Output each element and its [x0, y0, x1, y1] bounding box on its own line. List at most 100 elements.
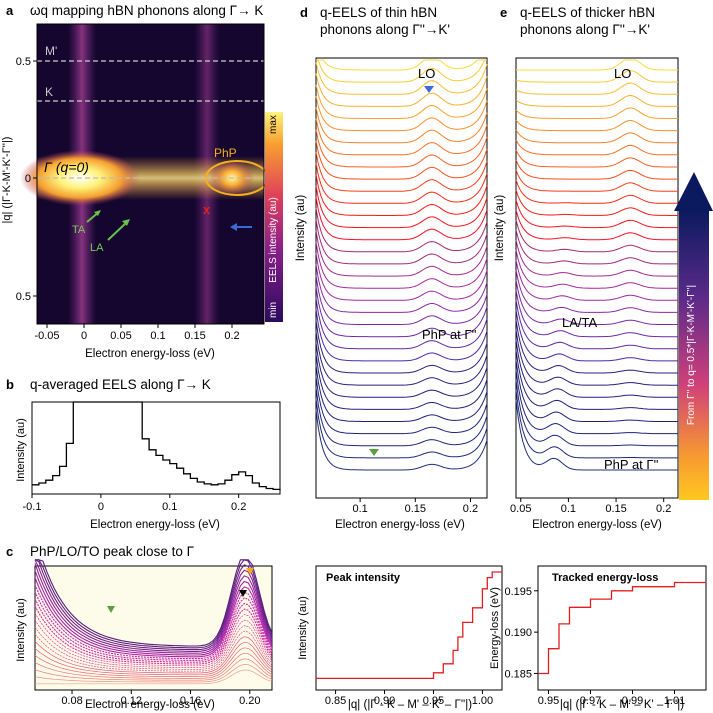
panel-a-ylabel: |q| (|Γ-K-M'-K'-Γ''|)	[1, 137, 13, 224]
panel-d-ylabel: Intensity (au)	[295, 195, 307, 262]
panel-e-title-2: phonons along Γ''→K'	[520, 22, 650, 37]
panel-c2-frame	[315, 565, 503, 691]
e-lines-line	[515, 309, 678, 362]
e-lines-line	[515, 239, 678, 277]
panel-c3-xticks: 0.95 0.97 0.99 1.01	[538, 690, 685, 707]
e-lines-line	[515, 359, 678, 422]
label-k: K	[45, 85, 53, 99]
e-xtick-label: 0.15	[605, 503, 626, 515]
e-lines-line	[515, 229, 678, 265]
c-xtick-label: 0.12	[121, 695, 142, 707]
c3-ytick-label: 0.190	[504, 627, 532, 639]
panel-d-title-2: phonons along Γ''→K'	[320, 22, 450, 37]
d-lines-line	[315, 241, 488, 289]
a-xtick-label: -0.05	[34, 330, 59, 342]
panel-b-spectrum	[32, 401, 281, 491]
panel-d-lo: LO	[418, 66, 435, 81]
panel-e-ylabel: Intensity (au)	[494, 195, 506, 262]
panel-a-title: ωq mapping hBN phonons along Γ→ K	[30, 3, 264, 18]
c3-xtick-label: 1.01	[664, 695, 685, 707]
c3-ytick-label: 0.195	[504, 586, 532, 598]
la-arrow-icon	[107, 221, 128, 241]
e-lines-line	[515, 82, 678, 95]
c3-xtick-label: 0.99	[622, 695, 643, 707]
e-lines-line	[515, 349, 678, 410]
c3-xtick-label: 0.95	[538, 695, 559, 707]
colorbar-max: max	[268, 115, 279, 134]
c2-xtick-label: 0.95	[423, 695, 444, 707]
d-lines-line	[315, 365, 488, 422]
e-lines-line	[515, 299, 678, 350]
panel-a-xlabel: Electron energy-loss (eV)	[85, 348, 215, 360]
label-la: LA	[90, 242, 104, 254]
d-lines-line	[315, 275, 488, 325]
d-lines-line	[315, 230, 488, 277]
panel-c3-frame	[537, 565, 707, 691]
c-spectrum-line	[34, 658, 273, 681]
c-spectrum-line	[34, 559, 273, 651]
a-ytick-label: 0.5	[16, 56, 31, 68]
c-spectrum-line	[34, 570, 273, 656]
e-lines-line	[515, 129, 678, 144]
e-lines-line	[515, 289, 678, 338]
d-xtick-label: 0.2	[463, 503, 478, 515]
c-spectrum-line	[34, 636, 273, 674]
label-cross: x	[203, 202, 211, 217]
a-ytick-label: 0.5	[16, 291, 31, 303]
panel-b-xlabel: Electron energy-loss (eV)	[90, 519, 220, 531]
d-lines-line	[315, 62, 488, 95]
e-lines-line	[515, 339, 678, 398]
e-lines-line	[515, 319, 678, 374]
panel-c2-xlabel: |q| (|Γ - K – M' – K' – Γ''|)	[348, 699, 472, 711]
e-lines-line	[515, 119, 678, 132]
panel-c-xlabel: Electron energy-loss (eV)	[85, 699, 215, 711]
colorbar-min: min	[268, 302, 279, 318]
e-lines-line	[515, 179, 678, 204]
label-ta: TA	[72, 224, 86, 236]
gradient-arrow-head-icon	[674, 172, 713, 211]
c-spectrum-line	[34, 584, 273, 660]
e-lines-line	[515, 399, 678, 471]
panel-b-xticks: -0.1 0 0.1 0.2	[23, 494, 246, 513]
d-lines-line	[315, 163, 488, 204]
b-xtick-label: 0	[98, 501, 104, 513]
panel-a-letter: a	[6, 3, 14, 18]
d-lines-line	[315, 73, 488, 107]
e-lines-line	[515, 159, 678, 180]
d-lines-line	[315, 129, 488, 168]
d-lines-line	[315, 152, 488, 192]
d-lines-line	[315, 118, 488, 156]
panel-e-title-1: q-EELS of thicker hBN	[520, 5, 655, 20]
d-xtick-label: 0.15	[405, 503, 426, 515]
e-lines-line	[515, 259, 678, 301]
gradient-label: From Γ'' to q= 0.5*|Γ-K-M'-K'-Γ''|	[686, 285, 697, 425]
panel-c3-title: Tracked energy-loss	[552, 572, 658, 584]
e-lines-line	[515, 169, 678, 192]
c-xtick-label: 0.16	[180, 695, 201, 707]
c-spectrum-line	[34, 641, 273, 676]
e-lines-line	[515, 189, 678, 216]
panel-e-spectra	[515, 59, 678, 471]
c-xtick-label: 0.20	[239, 695, 260, 707]
a-xtick-label: 0.05	[110, 330, 131, 342]
d-lines-line	[315, 59, 487, 83]
e-lines-line	[515, 389, 678, 459]
panel-c2-ylabel: Intensity (au)	[297, 596, 309, 660]
d-lines-line	[315, 331, 488, 386]
e-lines-line	[515, 279, 678, 325]
label-m: M'	[45, 44, 57, 58]
marker-black-icon	[239, 590, 247, 597]
c-spectrum-line	[34, 647, 273, 677]
d-lines-line	[315, 219, 488, 265]
b-xtick-label: 0.1	[162, 501, 177, 513]
panel-d-php: PhP at Γ''	[422, 327, 477, 342]
panel-b-title: q-averaged EELS along Γ→ K	[30, 377, 211, 392]
panel-e-lata: LA/TA	[562, 315, 597, 330]
c-spectrum-line	[35, 559, 273, 647]
panel-c-ylabel: Intensity (au)	[15, 598, 27, 662]
a-xtick-label: 0.15	[184, 330, 205, 342]
colorbar	[265, 112, 283, 322]
panel-b-frame	[31, 401, 281, 495]
c-spectrum-line	[34, 598, 273, 663]
